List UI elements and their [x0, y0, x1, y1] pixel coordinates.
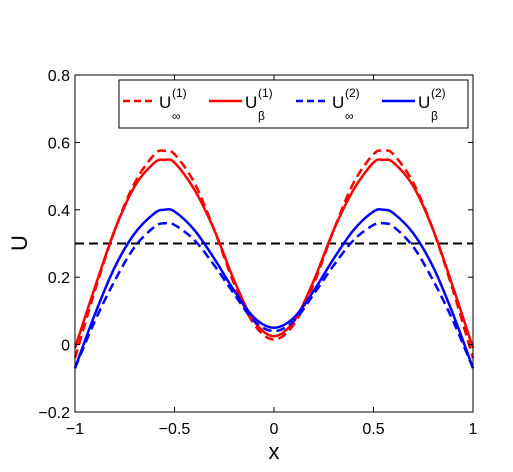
- legend-sup-2: (1): [258, 86, 273, 100]
- series-layer: [73, 149, 475, 369]
- legend-sub-1: ∞: [172, 109, 181, 123]
- tick-layer: −1 −0.5 0 0.5 1 −0.2 0 0.2 0.4 0.6 0.8: [38, 68, 477, 438]
- x-tick-label: 0: [270, 421, 279, 438]
- legend-sup-4: (2): [431, 86, 446, 100]
- legend-sub-2: β: [258, 109, 265, 123]
- x-axis-label: x: [269, 439, 280, 464]
- x-tick-label: −1: [66, 421, 84, 438]
- x-tick-label: 0.5: [362, 421, 384, 438]
- legend-sup-3: (2): [345, 86, 360, 100]
- legend-box: [118, 79, 469, 129]
- legend-label-4: U: [418, 93, 430, 112]
- y-tick-label: 0.6: [48, 135, 70, 152]
- series-line-2: [73, 158, 475, 349]
- legend-sup-1: (1): [172, 86, 187, 100]
- series-line-3: [73, 221, 475, 369]
- y-tick-label: 0: [61, 338, 70, 355]
- legend: U (1)∞U (1)βU (2)∞U (2)β: [118, 79, 469, 129]
- x-tick-label: 1: [469, 421, 478, 438]
- y-axis-label: U: [7, 235, 32, 251]
- x-tick-label: −0.5: [159, 421, 191, 438]
- y-tick-label: −0.2: [38, 405, 70, 422]
- legend-label-3: U: [332, 93, 344, 112]
- y-tick-label: 0.2: [48, 270, 70, 287]
- legend-sub-4: β: [431, 109, 438, 123]
- series-line-1: [73, 149, 475, 359]
- legend-label-1: U: [159, 93, 171, 112]
- y-tick-label: 0.8: [48, 68, 70, 85]
- y-tick-label: 0.4: [48, 203, 70, 220]
- legend-label-2: U: [245, 93, 257, 112]
- legend-sub-3: ∞: [345, 109, 354, 123]
- series-line-4: [73, 208, 475, 369]
